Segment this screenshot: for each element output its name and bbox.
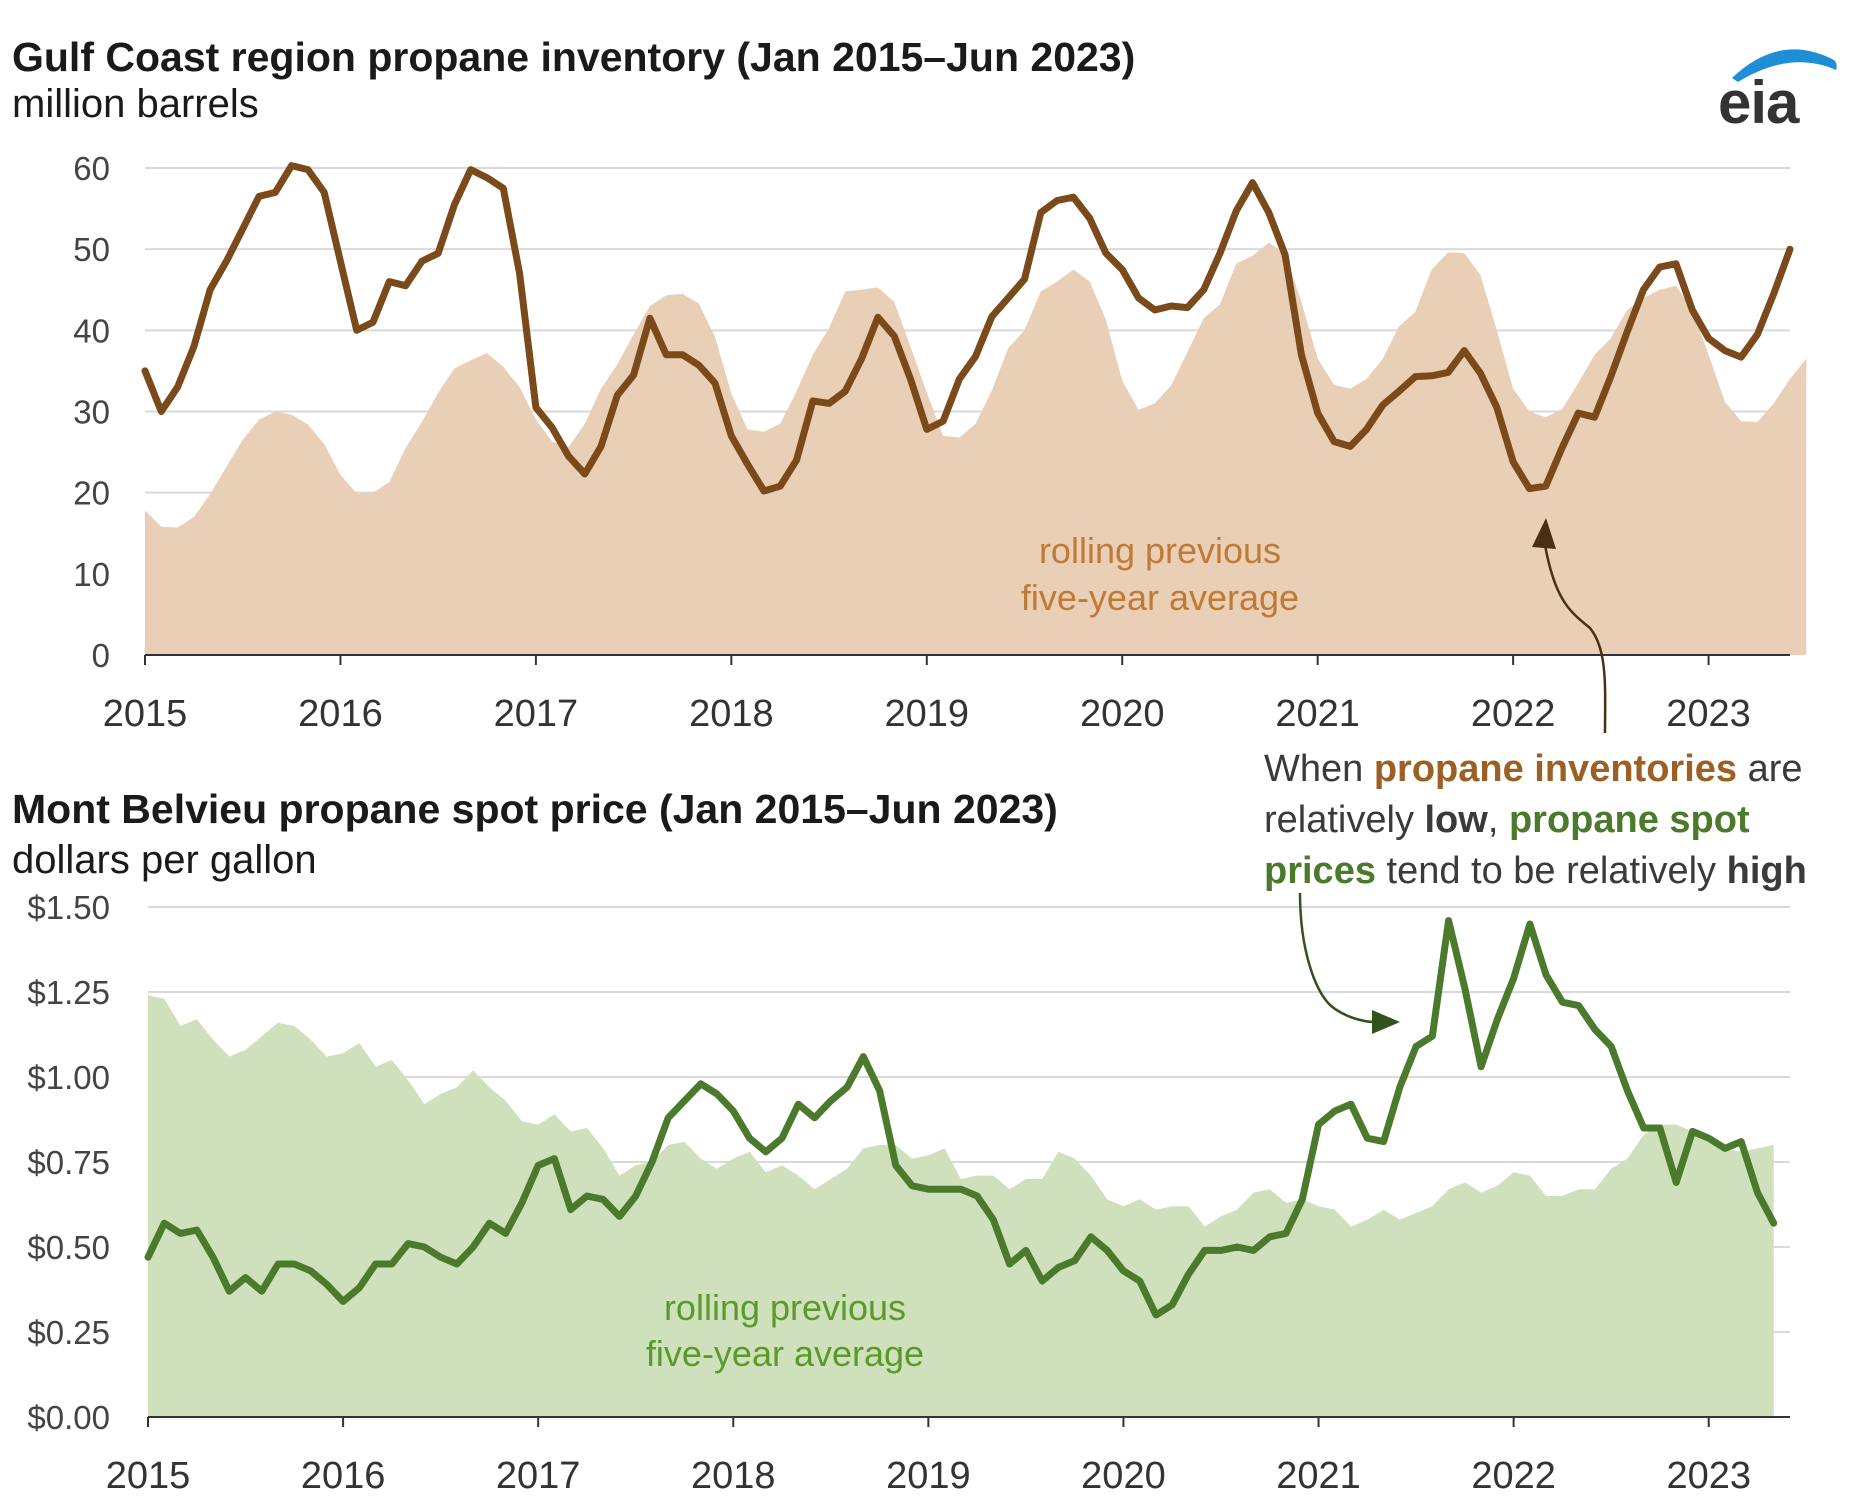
y-tick-label: 40	[73, 312, 110, 349]
x-tick-label: 2020	[1081, 1455, 1166, 1496]
top-chart-unit: million barrels	[12, 82, 259, 126]
x-tick-label: 2015	[103, 693, 188, 735]
y-tick-label: $1.25	[27, 974, 110, 1011]
annotation-arrow	[1543, 544, 1607, 734]
x-tick-label: 2015	[106, 1455, 191, 1496]
monthly-series-line	[144, 917, 1778, 1319]
y-tick-label: $0.25	[27, 1314, 110, 1351]
area-label: five-year average	[1021, 577, 1299, 618]
annotation-arrow	[1298, 892, 1376, 1024]
logo-swoosh	[1732, 49, 1837, 82]
x-tick-label: 2016	[301, 1455, 386, 1496]
y-tick-label: $0.75	[27, 1144, 110, 1181]
chart-price: $0.00 $0.25 $0.50 $0.75 $1.00 $1.25 $1.50 2015 2…	[27, 889, 1790, 1496]
eia-logo: eia	[1718, 69, 1799, 136]
x-tick-label: 2017	[496, 1455, 581, 1496]
annotation-part: ,	[1487, 799, 1509, 841]
top-chart-title: Gulf Coast region propane inventory (Jan…	[12, 34, 1136, 80]
chart-inventory: 0 10 20 30 40 50 60 2015 2016 2017 2018 2019 2020 202…	[73, 150, 1807, 735]
annotation-part: propane inventories	[1373, 748, 1738, 790]
x-tick-label: 2020	[1080, 693, 1165, 735]
x-tick-label: 2016	[298, 693, 383, 735]
x-tick-label: 2018	[689, 693, 774, 735]
y-tick-label: 0	[92, 637, 110, 674]
arrow-head-icon	[1532, 518, 1556, 549]
five-year-average-area	[148, 995, 1774, 1417]
y-tick-label: $0.00	[27, 1399, 110, 1436]
y-tick-label: 50	[73, 231, 110, 268]
five-year-average-area	[145, 242, 1807, 655]
bottom-chart-unit: dollars per gallon	[12, 838, 317, 882]
y-tick-label: 20	[73, 475, 110, 512]
annotation-part: tend to be relatively	[1375, 850, 1727, 892]
annotation-part: propane spot prices	[1264, 799, 1750, 892]
annotation-part: high	[1726, 850, 1807, 892]
y-tick-label: 60	[73, 150, 110, 187]
annotation-part: When	[1264, 748, 1374, 790]
eia-logo-swoosh-icon	[1732, 49, 1837, 82]
area-label: rolling previous	[664, 1287, 906, 1328]
arrow-head-icon	[1372, 1010, 1400, 1034]
x-tick-label: 2022	[1471, 1455, 1556, 1496]
monthly-series-line	[141, 162, 1794, 495]
annotation-part: are relatively	[1264, 748, 1803, 841]
x-tick-label: 2017	[494, 693, 579, 735]
y-tick-label: $1.50	[27, 889, 110, 926]
bottom-chart-title: Mont Belvieu propane spot price (Jan 201…	[12, 786, 1058, 832]
x-tick-label: 2021	[1275, 693, 1360, 735]
y-tick-label: 30	[73, 394, 110, 431]
annotation-text: When propane inventories are relatively …	[1264, 744, 1864, 897]
x-tick-label: 2023	[1666, 693, 1751, 735]
y-tick-label: 10	[73, 556, 110, 593]
x-tick-label: 2018	[691, 1455, 776, 1496]
x-tick-label: 2019	[886, 1455, 971, 1496]
x-tick-label: 2023	[1666, 1455, 1751, 1496]
x-tick-label: 2021	[1276, 1455, 1361, 1496]
area-label: rolling previous	[1039, 530, 1281, 571]
y-tick-label: $1.00	[27, 1059, 110, 1096]
y-tick-label: $0.50	[27, 1229, 110, 1266]
annotation-parts: When propane inventories are relatively …	[1264, 748, 1807, 892]
x-tick-label: 2019	[885, 693, 970, 735]
x-tick-label: 2022	[1471, 693, 1556, 735]
annotation-part: low	[1424, 799, 1488, 841]
area-label: five-year average	[646, 1333, 924, 1374]
